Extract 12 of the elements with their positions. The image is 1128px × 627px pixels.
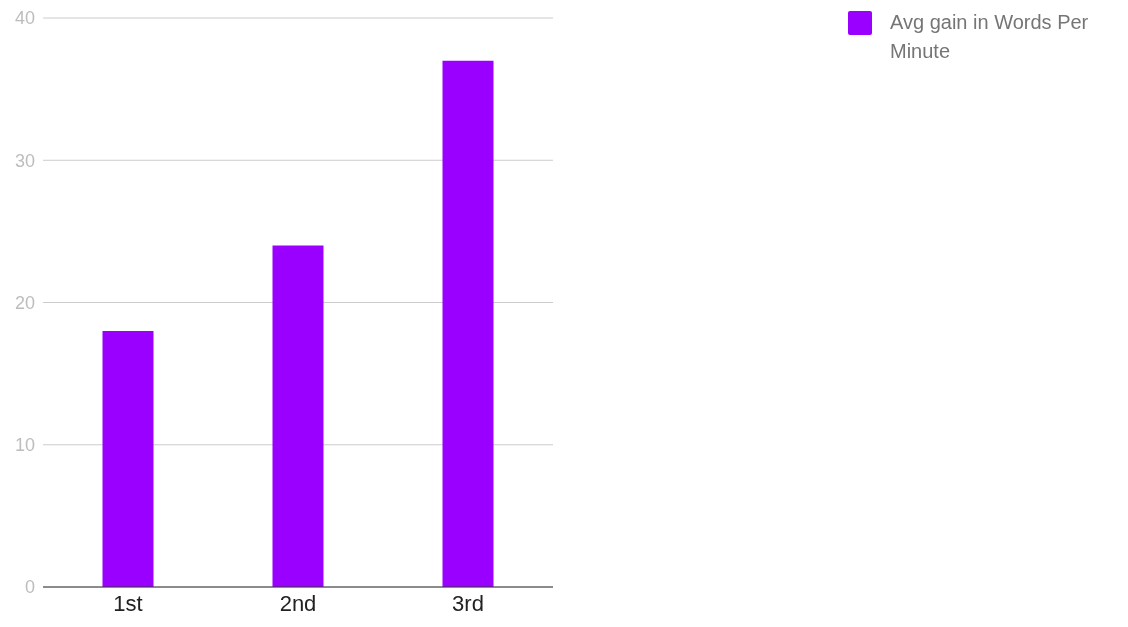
x-tick-label: 1st xyxy=(113,590,143,616)
x-tick-label: 3rd xyxy=(452,590,484,616)
y-tick-label: 0 xyxy=(24,577,35,598)
bar xyxy=(102,330,154,587)
bar xyxy=(442,60,494,587)
y-tick-label: 30 xyxy=(14,150,35,171)
y-tick-label: 20 xyxy=(14,292,35,313)
y-tick-label: 10 xyxy=(14,435,35,456)
bar xyxy=(272,245,324,587)
x-tick-label: 2nd xyxy=(279,590,317,616)
legend-label: Avg gain in Words Per Minute xyxy=(890,10,1090,64)
y-tick-label: 40 xyxy=(14,8,35,29)
